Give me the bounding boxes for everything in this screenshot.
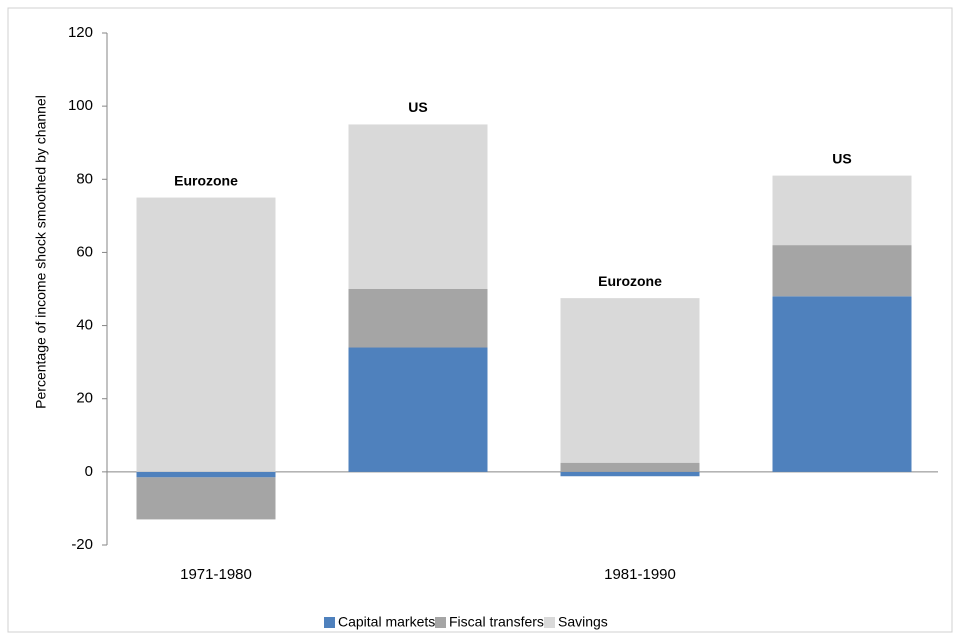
bar-segment — [772, 296, 912, 472]
bar-segment — [136, 197, 276, 472]
bar-segment — [560, 298, 700, 463]
y-tick-label: 60 — [76, 243, 93, 260]
y-tick-label: 80 — [76, 170, 93, 187]
bar-segment — [772, 245, 912, 297]
bar-segment — [136, 477, 276, 520]
bar-segment — [136, 471, 276, 478]
bar-segment — [348, 124, 488, 289]
legend-swatch — [544, 617, 555, 628]
y-tick-label: 20 — [76, 390, 93, 407]
x-tick-label: 1971-1980 — [180, 566, 252, 583]
bar-segment — [348, 289, 488, 348]
legend-label: Capital markets — [338, 614, 435, 630]
bar-label: Eurozone — [598, 273, 662, 289]
y-axis-label: Percentage of income shock smoothed by c… — [33, 95, 49, 409]
bar-segment — [560, 462, 700, 472]
y-tick-label: 100 — [68, 97, 93, 114]
bar-label: Eurozone — [174, 172, 238, 188]
y-tick-label: 0 — [85, 463, 93, 480]
bar-segment — [772, 175, 912, 246]
bar-segment — [348, 347, 488, 472]
y-tick-label: -20 — [71, 536, 93, 553]
legend-label: Fiscal transfers — [449, 614, 544, 630]
x-tick-label: 1981-1990 — [604, 566, 676, 583]
legend-swatch — [324, 617, 335, 628]
y-tick-label: 120 — [68, 24, 93, 41]
bar-label: US — [408, 99, 427, 115]
bar-label: US — [832, 150, 851, 166]
legend-swatch — [435, 617, 446, 628]
legend-label: Savings — [558, 614, 608, 630]
y-tick-label: 40 — [76, 317, 93, 334]
bar-segment — [560, 471, 700, 477]
